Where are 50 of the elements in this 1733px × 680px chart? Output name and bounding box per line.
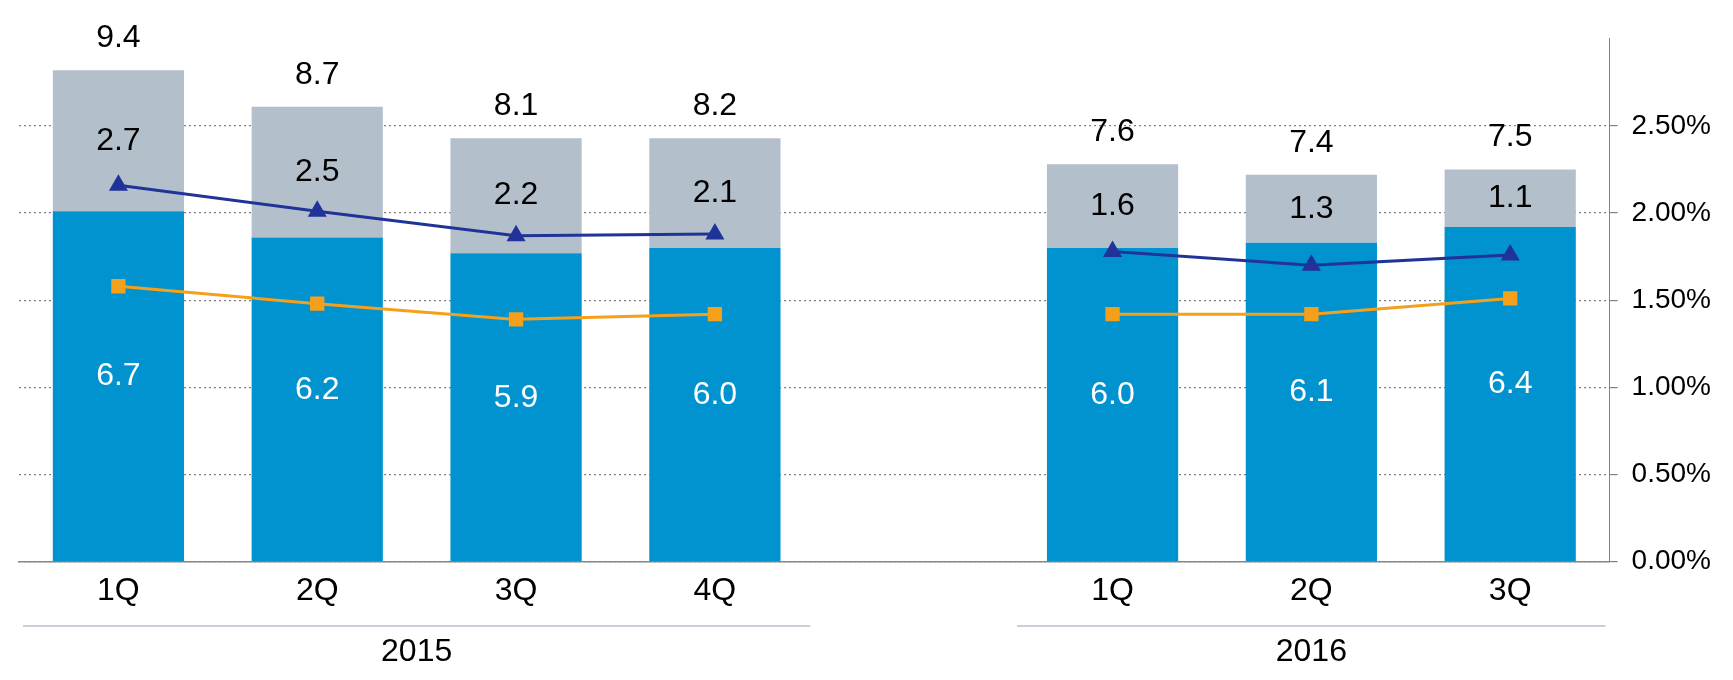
bar [450, 138, 582, 254]
bar [52, 70, 185, 212]
bar [1046, 247, 1179, 562]
data-label: 6.7 [96, 355, 141, 392]
total-label: 7.6 [1090, 112, 1135, 149]
x-tick-label: 1Q [1091, 570, 1134, 607]
y2-tick-label: 0.00% [1631, 544, 1712, 576]
x-tick-label: 3Q [1488, 570, 1532, 607]
bar [52, 211, 185, 562]
bar [251, 106, 383, 238]
data-label: 6.1 [1289, 372, 1334, 409]
data-label: 2.1 [692, 172, 738, 209]
data-label: 6.2 [295, 369, 340, 406]
bar [649, 247, 781, 562]
total-label: 9.4 [96, 18, 141, 54]
data-label: 1.3 [1289, 188, 1334, 225]
total-label: 8.2 [692, 85, 738, 122]
y2-tick-label: 2.00% [1631, 195, 1712, 227]
data-label: 5.9 [493, 377, 539, 414]
data-label: 2.2 [493, 175, 539, 212]
data-label: 6.0 [692, 375, 738, 412]
bar [450, 253, 582, 562]
data-label: 1.6 [1090, 185, 1135, 222]
text: 2015 [381, 631, 453, 668]
bar [251, 237, 383, 562]
total-label: 8.7 [295, 54, 340, 91]
total-label: 8.1 [493, 85, 539, 122]
x-tick-label: 3Q [494, 570, 538, 607]
y2-tick-label: 1.00% [1631, 370, 1712, 402]
y2-tick-label: 1.50% [1631, 282, 1712, 314]
bar [1245, 174, 1377, 243]
x-tick-label: 4Q [693, 570, 737, 607]
bar [1444, 169, 1576, 228]
data-label: 2.7 [96, 120, 141, 157]
y2-tick-label: 0.50% [1631, 457, 1712, 489]
total-label: 7.5 [1487, 117, 1533, 154]
y2-tick-label: 2.50% [1631, 108, 1712, 140]
data-label: 6.0 [1090, 375, 1135, 412]
bar [1444, 227, 1576, 562]
total-label: 7.4 [1289, 122, 1334, 159]
x-tick-label: 2Q [1290, 570, 1333, 607]
x-tick-label: 2Q [295, 570, 339, 607]
data-label: 1.1 [1487, 178, 1533, 215]
bar [1245, 242, 1377, 562]
data-label: 2.5 [295, 151, 340, 188]
data-label: 6.4 [1487, 364, 1533, 401]
bar [1046, 164, 1179, 248]
bar [649, 138, 781, 248]
text: 2016 [1275, 631, 1347, 668]
x-tick-label: 1Q [97, 570, 140, 607]
